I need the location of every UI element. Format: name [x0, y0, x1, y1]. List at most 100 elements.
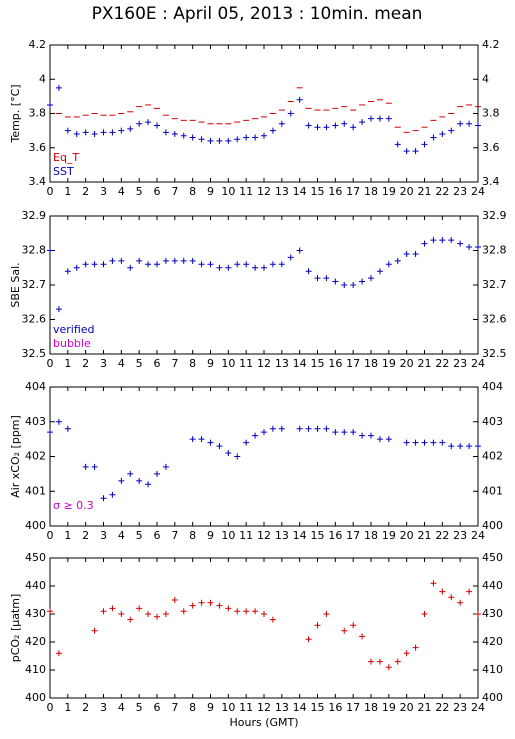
data-point — [171, 257, 178, 264]
data-point — [64, 268, 71, 275]
data-point — [403, 250, 410, 257]
data-point — [180, 257, 187, 264]
x-tick-label: 17 — [346, 185, 360, 198]
data-point — [287, 254, 294, 261]
x-tick-label: 5 — [136, 529, 143, 542]
data-point — [269, 127, 276, 134]
data-point — [412, 439, 419, 446]
data-point — [376, 115, 383, 122]
x-tick-label: 7 — [171, 701, 178, 714]
data-point — [332, 122, 339, 129]
x-tick-label: 9 — [207, 357, 214, 370]
data-point — [55, 84, 62, 91]
data-point — [439, 588, 446, 595]
y-tick-label: 440 — [25, 579, 46, 592]
x-tick-label: 0 — [47, 529, 54, 542]
legend-entry: bubble — [53, 337, 91, 350]
data-point — [136, 257, 143, 264]
data-point — [403, 439, 410, 446]
x-tick-label: 21 — [418, 185, 432, 198]
data-point — [323, 275, 330, 282]
data-point — [350, 622, 357, 629]
y-tick-label: 400 — [25, 691, 46, 704]
x-tick-label: 22 — [435, 701, 449, 714]
data-point — [145, 119, 152, 126]
x-tick-label: 7 — [171, 357, 178, 370]
x-tick-label: 9 — [207, 185, 214, 198]
data-point — [207, 439, 214, 446]
x-tick-label: 15 — [311, 357, 325, 370]
data-point — [243, 134, 250, 141]
x-tick-label: 11 — [239, 701, 253, 714]
data-point — [109, 605, 116, 612]
data-point — [162, 129, 169, 136]
x-tick-label: 18 — [364, 529, 378, 542]
x-tick-label: 12 — [257, 185, 271, 198]
x-tick-label: 17 — [346, 529, 360, 542]
data-point — [55, 418, 62, 425]
y-tick-label: 420 — [25, 635, 46, 648]
data-point — [82, 463, 89, 470]
data-point — [216, 443, 223, 450]
data-point — [323, 124, 330, 131]
x-tick-label: 8 — [189, 357, 196, 370]
x-tick-label: 10 — [221, 185, 235, 198]
data-point — [359, 432, 366, 439]
data-point — [261, 611, 267, 617]
data-point — [314, 124, 321, 131]
data-point — [421, 240, 428, 247]
data-point — [136, 605, 143, 612]
data-point — [154, 470, 160, 477]
data-point — [394, 257, 401, 264]
data-point — [296, 425, 303, 432]
y-tick-label: 420 — [482, 635, 503, 648]
y-tick-label: 404 — [25, 380, 46, 393]
y-tick-label: 32.8 — [22, 244, 47, 257]
data-point — [207, 261, 214, 268]
data-point — [64, 127, 71, 134]
y-tick-label: 430 — [25, 607, 46, 620]
y-tick-label: 450 — [482, 551, 503, 564]
x-tick-label: 16 — [328, 185, 342, 198]
data-point — [73, 131, 80, 138]
x-tick-label: 9 — [207, 529, 214, 542]
x-tick-label: 5 — [136, 701, 143, 714]
data-point — [243, 608, 250, 615]
data-point — [252, 432, 259, 439]
data-point — [385, 664, 392, 671]
x-tick-label: 15 — [311, 529, 325, 542]
data-point — [47, 247, 53, 254]
data-point — [118, 127, 125, 134]
data-point — [341, 627, 348, 634]
x-tick-label: 12 — [257, 529, 271, 542]
x-tick-label: 5 — [136, 185, 143, 198]
data-point — [180, 608, 187, 615]
x-tick-label: 19 — [382, 357, 396, 370]
data-point — [154, 122, 160, 129]
data-point — [368, 432, 374, 439]
data-point — [162, 257, 169, 264]
y-tick-label: 401 — [25, 484, 46, 497]
data-point — [145, 261, 152, 268]
data-point — [91, 463, 98, 470]
y-tick-label: 32.6 — [22, 313, 47, 326]
data-point — [136, 477, 143, 484]
data-point — [475, 122, 481, 129]
data-point — [439, 131, 446, 138]
y-tick-label: 402 — [482, 450, 503, 463]
plot-frame — [49, 44, 479, 183]
y-tick-label: 3.6 — [482, 141, 500, 154]
data-point — [412, 644, 419, 651]
x-tick-label: 0 — [47, 701, 54, 714]
data-point — [457, 120, 464, 127]
x-tick-label: 1 — [64, 701, 71, 714]
x-tick-label: 4 — [118, 529, 125, 542]
data-point — [91, 131, 98, 138]
data-point — [278, 120, 285, 127]
data-point — [73, 264, 80, 271]
data-point — [439, 439, 446, 446]
data-point — [323, 425, 330, 432]
x-tick-label: 23 — [453, 701, 467, 714]
data-point — [100, 608, 107, 615]
